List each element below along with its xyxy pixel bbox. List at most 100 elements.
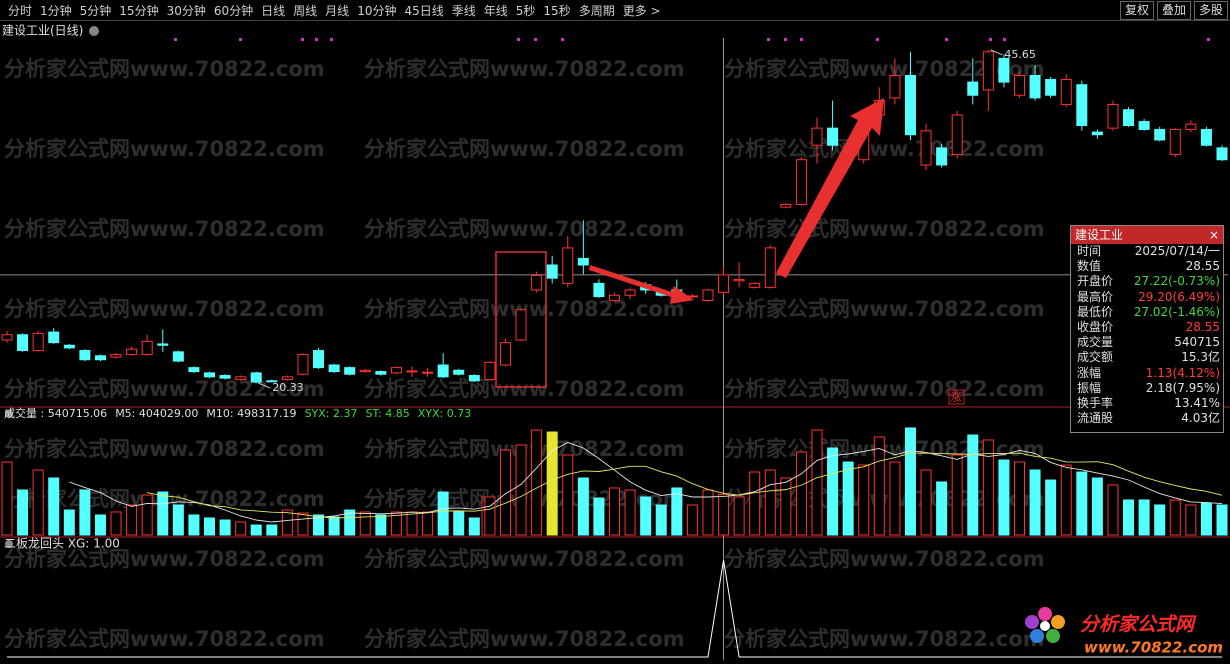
- toolbar-item[interactable]: 月线: [325, 3, 350, 18]
- candle-body: [1107, 103, 1119, 129]
- candle-body: [141, 340, 153, 355]
- watermark: 分析家公式网www.70822.com: [724, 57, 1045, 81]
- info-title-bar: 建设工业 ×: [1071, 226, 1223, 244]
- volume-header: SYX: 2.37: [305, 407, 358, 420]
- candle-body: [936, 147, 948, 166]
- toolbar-item[interactable]: 15分钟: [119, 3, 159, 18]
- candle-body: [94, 355, 106, 361]
- candle-body: [1216, 147, 1228, 161]
- info-row: 收盘价 28.55: [1071, 320, 1223, 335]
- info-row: 最低价 27.02(-1.46%): [1071, 305, 1223, 320]
- watermark: 分析家公式网www.70822.com: [724, 297, 1045, 321]
- volume-bar: [141, 494, 153, 536]
- chart-title: 建设工业(日线): [2, 24, 83, 38]
- candle-body: [235, 376, 247, 380]
- toolbar-button[interactable]: 多股: [1193, 1, 1228, 20]
- toolbar-item[interactable]: 5秒: [515, 3, 536, 18]
- volume-bar: [609, 487, 620, 536]
- toolbar-item[interactable]: 10分钟: [357, 3, 397, 18]
- info-label: 成交量: [1077, 335, 1114, 350]
- candle-body: [733, 278, 745, 282]
- info-value: 28.55: [1185, 259, 1220, 274]
- volume-bar: [515, 444, 527, 536]
- candle-body: [577, 257, 589, 266]
- toolbar-item[interactable]: 45日线: [404, 3, 444, 18]
- volume-bar: [546, 431, 558, 536]
- volume-bar: [904, 427, 916, 536]
- toolbar-item[interactable]: 周线: [293, 3, 318, 18]
- info-value: 4.03亿: [1181, 411, 1220, 426]
- toolbar-item[interactable]: 分时: [8, 3, 33, 18]
- candle-body: [266, 380, 278, 383]
- candle-body: [359, 369, 371, 373]
- candle-body: [764, 247, 776, 288]
- close-button[interactable]: ×: [1208, 228, 1219, 242]
- watermark: 分析家公式网www.70822.com: [4, 217, 325, 241]
- title-icon: [89, 26, 99, 36]
- toolbar-button[interactable]: 叠加: [1156, 1, 1191, 20]
- watermark: 分析家公式网www.70822.com: [364, 217, 685, 241]
- volume-bar: [406, 511, 418, 536]
- moving-average-line: [69, 441, 1223, 523]
- candle-body: [1060, 78, 1072, 105]
- info-label: 最低价: [1077, 304, 1114, 319]
- toolbar-item[interactable]: 年线: [483, 3, 508, 18]
- candle-body: [468, 375, 480, 382]
- info-row: 开盘价 27.22(-0.73%): [1071, 274, 1223, 289]
- volume-header: M10: 498317.19: [206, 407, 296, 420]
- indicator-line: [7, 559, 1222, 658]
- volume-bar: [437, 491, 449, 536]
- volume-bar: [531, 429, 543, 536]
- toolbar-item[interactable]: 60分钟: [213, 3, 254, 18]
- volume-bar: [577, 477, 589, 536]
- candle-body: [609, 294, 620, 302]
- volume-bar: [1107, 484, 1119, 536]
- volume-bar: [359, 511, 371, 536]
- indicator-title: 二板龙回头 XG: 1.00: [4, 537, 120, 551]
- volume-bar: [811, 429, 823, 536]
- volume-bar: [920, 469, 932, 536]
- volume-bar: [63, 509, 75, 536]
- watermark: 分析家公式网www.70822.com: [724, 627, 1045, 651]
- watermark: 分析家公式网www.70822.com: [724, 377, 1045, 401]
- info-label: 开盘价: [1077, 274, 1114, 289]
- toolbar-item[interactable]: 日线: [261, 3, 286, 18]
- candle-body: [390, 367, 402, 374]
- toolbar-item[interactable]: 更多 >: [622, 3, 661, 18]
- info-label: 换手率: [1077, 395, 1114, 410]
- toolbar-item[interactable]: 1分钟: [40, 3, 72, 18]
- toolbar-item[interactable]: 季线: [451, 3, 476, 18]
- info-row: 时间 2025/07/14/一: [1071, 244, 1223, 259]
- volume-bar: [375, 514, 387, 536]
- info-label: 最高价: [1077, 289, 1114, 304]
- toolbar-button[interactable]: 复权: [1119, 1, 1154, 20]
- info-row: 最高价 29.20(6.49%): [1071, 290, 1223, 305]
- volume-bar: [1045, 479, 1057, 536]
- volume-bar: [484, 496, 496, 536]
- info-label: 振幅: [1077, 380, 1102, 395]
- toolbar-item[interactable]: 5分钟: [79, 3, 112, 18]
- volume-bar: [718, 493, 730, 536]
- candle-body: [32, 332, 44, 352]
- candle-body: [827, 127, 839, 146]
- volume-bar: [188, 514, 200, 536]
- candle-body: [204, 372, 215, 378]
- toolbar-item[interactable]: 多周期: [578, 3, 615, 18]
- info-value: 29.20(6.49%): [1138, 289, 1220, 304]
- toolbar-item[interactable]: 15秒: [543, 3, 571, 18]
- info-value: 27.22(-0.73%): [1133, 274, 1220, 289]
- candle-body: [250, 372, 262, 383]
- info-row: 振幅 2.18(7.95%): [1071, 381, 1223, 396]
- watermark: 分析家公式网www.70822.com: [724, 217, 1045, 241]
- candle-body: [749, 282, 761, 288]
- watermark: 分析家公式网www.70822.com: [4, 437, 325, 461]
- volume-bar: [655, 504, 667, 536]
- annotation-label: 45.65: [1004, 48, 1036, 61]
- volume-bar: [1060, 464, 1072, 536]
- volume-bar: [967, 434, 979, 536]
- candle-body: [453, 369, 465, 375]
- volume-bar: [998, 459, 1010, 536]
- candle-body: [624, 289, 636, 296]
- toolbar-item[interactable]: 30分钟: [166, 3, 206, 18]
- logo: 分析家公式网 www.70822.com: [1025, 607, 1223, 657]
